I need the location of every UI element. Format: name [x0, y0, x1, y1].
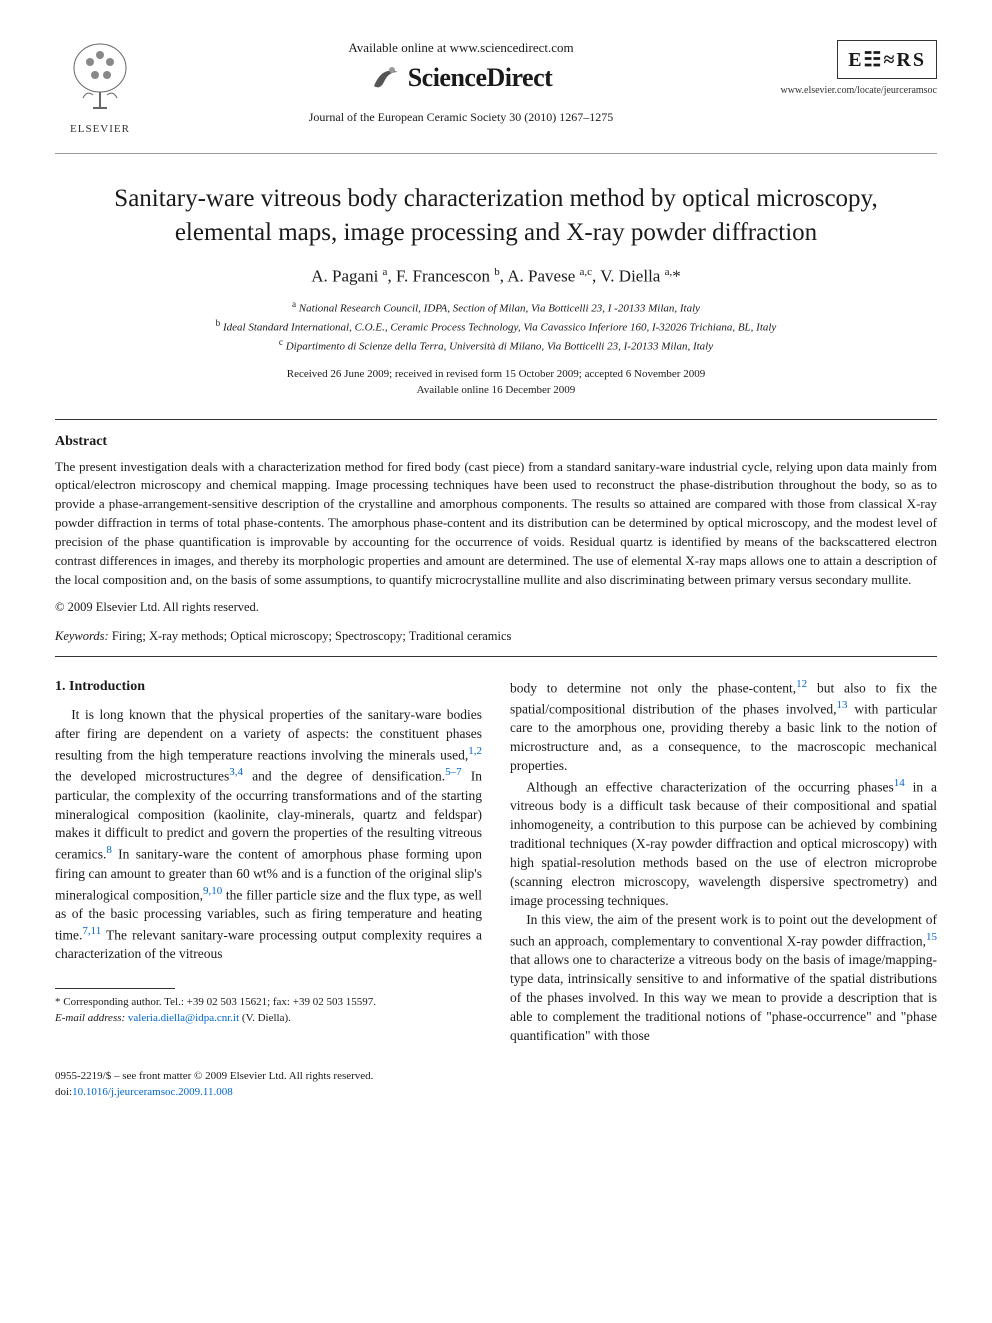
keywords: Keywords: Firing; X-ray methods; Optical…	[55, 629, 937, 644]
article-dates: Received 26 June 2009; received in revis…	[55, 366, 937, 399]
right-column: body to determine not only the phase-con…	[510, 677, 937, 1046]
section-heading-intro: 1. Introduction	[55, 677, 482, 697]
abstract-top-rule	[55, 419, 937, 420]
elsevier-tree-icon	[65, 40, 135, 115]
corresponding-author-footnote: * Corresponding author. Tel.: +39 02 503…	[55, 995, 482, 1026]
article-title: Sanitary-ware vitreous body characteriza…	[55, 182, 937, 250]
citation-link[interactable]: 3,4	[229, 766, 243, 778]
elsevier-logo-block: ELSEVIER	[55, 40, 145, 135]
journal-url[interactable]: www.elsevier.com/locate/jeurceramsoc	[777, 85, 937, 96]
citation-link[interactable]: 5–7	[445, 766, 462, 778]
abstract-body: The present investigation deals with a c…	[55, 458, 937, 590]
body-columns: 1. Introduction It is long known that th…	[55, 677, 937, 1046]
doi-link[interactable]: 10.1016/j.jeurceramsoc.2009.11.008	[72, 1086, 233, 1098]
center-header: Available online at www.sciencedirect.co…	[145, 40, 777, 125]
available-online-text: Available online at www.sciencedirect.co…	[145, 40, 777, 56]
header-divider	[55, 153, 937, 154]
intro-paragraph-3: In this view, the aim of the present wor…	[510, 911, 937, 1046]
citation-link[interactable]: 9,10	[203, 885, 222, 897]
citation-link[interactable]: 1,2	[468, 745, 482, 757]
citation-link[interactable]: 12	[796, 678, 807, 690]
sciencedirect-swoosh-icon	[370, 62, 402, 94]
affiliations: a National Research Council, IDPA, Secti…	[55, 298, 937, 355]
elsevier-label: ELSEVIER	[55, 123, 145, 135]
ecers-logo: E☷≈RS	[837, 40, 937, 79]
citation-link[interactable]: 14	[894, 777, 905, 789]
footnote-rule	[55, 988, 175, 989]
citation-link[interactable]: 15	[926, 931, 937, 943]
sciencedirect-logo: ScienceDirect	[370, 62, 553, 94]
journal-citation: Journal of the European Ceramic Society …	[145, 110, 777, 125]
ecers-block: E☷≈RS www.elsevier.com/locate/jeurcerams…	[777, 40, 937, 96]
page-header: ELSEVIER Available online at www.science…	[55, 40, 937, 135]
abstract-bottom-rule	[55, 656, 937, 657]
abstract-heading: Abstract	[55, 434, 937, 450]
keywords-text: Firing; X-ray methods; Optical microscop…	[109, 629, 512, 643]
left-column: 1. Introduction It is long known that th…	[55, 677, 482, 1046]
keywords-label: Keywords:	[55, 629, 109, 643]
sciencedirect-text: ScienceDirect	[408, 63, 553, 93]
citation-link[interactable]: 7,11	[82, 925, 101, 937]
copyright-line: © 2009 Elsevier Ltd. All rights reserved…	[55, 600, 937, 615]
intro-continuation: body to determine not only the phase-con…	[510, 677, 937, 776]
author-list: A. Pagani a, F. Francescon b, A. Pavese …	[55, 266, 937, 287]
author-email-link[interactable]: valeria.diella@idpa.cnr.it	[128, 1012, 239, 1024]
page-footer: 0955-2219/$ – see front matter © 2009 El…	[55, 1069, 937, 1100]
citation-link[interactable]: 13	[837, 699, 848, 711]
email-label: E-mail address:	[55, 1012, 125, 1024]
intro-paragraph-1: It is long known that the physical prope…	[55, 706, 482, 964]
issn-line: 0955-2219/$ – see front matter © 2009 El…	[55, 1069, 937, 1084]
intro-paragraph-2: Although an effective characterization o…	[510, 776, 937, 911]
